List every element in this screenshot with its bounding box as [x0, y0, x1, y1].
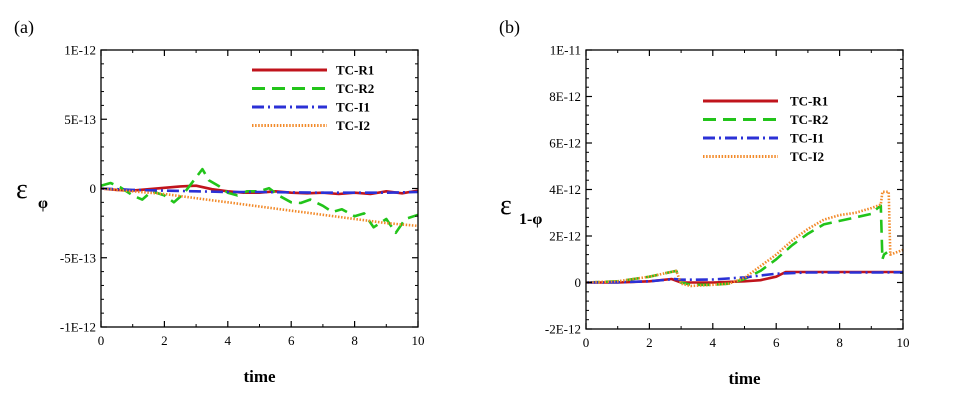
- plot-frame: [585, 49, 904, 330]
- legend-label-tc-r2: TC-R2: [336, 81, 374, 96]
- x-tick-label: 6: [288, 333, 295, 348]
- y-tick-label: 5E-13: [64, 112, 96, 127]
- x-tick-label: 10: [412, 333, 425, 348]
- x-tick-label: 6: [773, 335, 780, 350]
- y-tick-label: 0: [575, 275, 582, 290]
- x-axis-title: time: [243, 367, 276, 386]
- y-axis-title-symbol: ε: [500, 190, 512, 221]
- y-axis-title-subscript: φ: [38, 195, 48, 212]
- x-tick-label: 0: [583, 335, 590, 350]
- y-tick-label: 4E-12: [549, 182, 581, 197]
- y-axis-title-subscript: 1-φ: [519, 211, 542, 228]
- x-tick-label: 4: [225, 333, 232, 348]
- x-axis-title: time: [728, 369, 761, 388]
- y-tick-label: -5E-13: [60, 250, 96, 265]
- y-tick-label: 8E-12: [549, 89, 581, 104]
- y-tick-label: 1E-11: [550, 43, 581, 58]
- series-line-tc-i1: [586, 271, 903, 284]
- legend-label-tc-i2: TC-I2: [336, 118, 370, 133]
- panel-label: (a): [14, 17, 34, 38]
- x-tick-label: 10: [897, 335, 910, 350]
- y-tick-label: 6E-12: [549, 136, 581, 151]
- y-axis-title-symbol: ε: [16, 174, 28, 205]
- x-tick-label: 0: [98, 333, 105, 348]
- series-line-tc-r2: [101, 167, 418, 235]
- legend-label-tc-i2: TC-I2: [790, 149, 824, 164]
- legend-label-tc-r2: TC-R2: [790, 112, 828, 127]
- y-tick-label: 2E-12: [549, 229, 581, 244]
- y-tick-label: 0: [90, 181, 97, 196]
- legend-label-tc-i1: TC-I1: [790, 131, 824, 146]
- x-tick-label: 2: [161, 333, 168, 348]
- legend-label-tc-i1: TC-I1: [336, 100, 370, 115]
- panel-b: (b)0 2 4 6 8 101E-118E-126E-124E-122E-120-2E-…: [499, 17, 910, 388]
- y-tick-label: -1E-12: [60, 320, 96, 335]
- legend-label-tc-r1: TC-R1: [790, 94, 828, 109]
- x-tick-label: 8: [351, 333, 358, 348]
- series-line-tc-i2: [101, 187, 418, 228]
- x-tick-label: 8: [836, 335, 843, 350]
- series-line-tc-i1: [101, 187, 418, 194]
- series-line-tc-r2: [586, 204, 888, 287]
- series-line-tc-i2: [586, 190, 903, 288]
- panel-label: (b): [499, 17, 520, 38]
- x-tick-label: 4: [710, 335, 717, 350]
- legend-label-tc-r1: TC-R1: [336, 63, 374, 78]
- y-tick-label: 1E-12: [64, 43, 96, 58]
- x-tick-label: 2: [646, 335, 653, 350]
- panel-a: (a) 0 2 4 6 8 10 1E-12 5E-13 0 -5E-13 -1E-12 time ε φ T…: [14, 17, 425, 386]
- y-tick-label: -2E-12: [545, 322, 581, 337]
